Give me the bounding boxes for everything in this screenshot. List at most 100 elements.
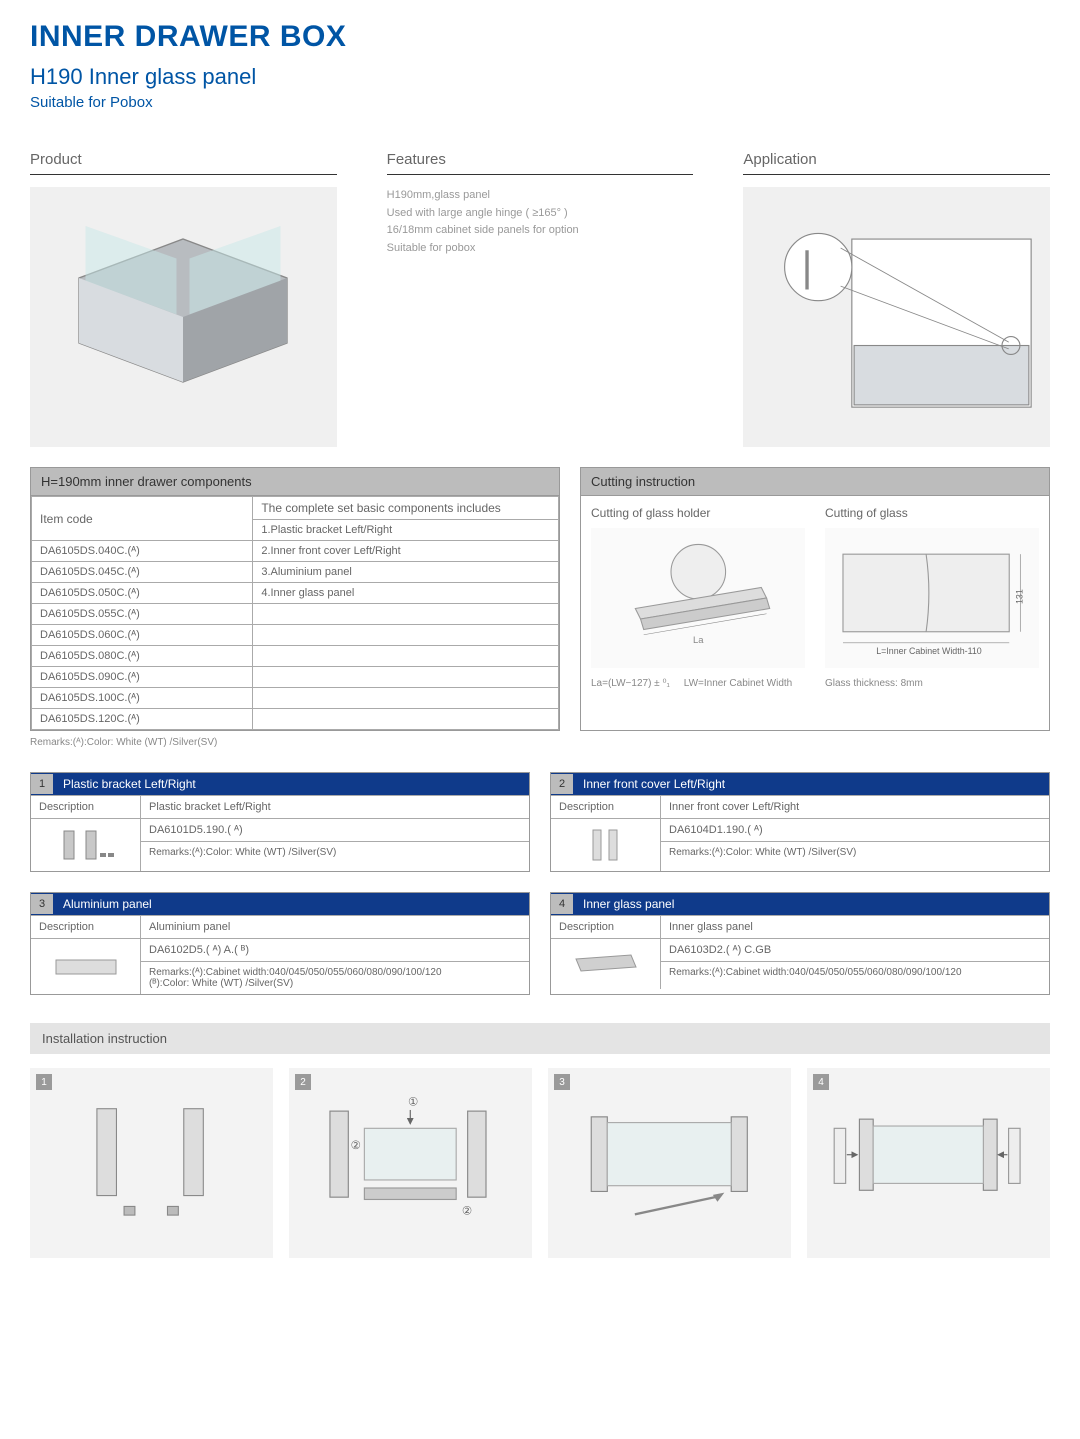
cutting-holder-label: Cutting of glass holder [591, 506, 805, 520]
cutting-panel: Cutting instruction Cutting of glass hol… [580, 467, 1050, 731]
product-image [30, 187, 337, 447]
step4-icon [825, 1082, 1032, 1244]
part-title: Aluminium panel [53, 893, 162, 915]
part-num: 3 [31, 894, 53, 914]
part-desc-label: Description [31, 796, 141, 818]
part-desc: Plastic bracket Left/Right [141, 796, 529, 818]
part-title: Plastic bracket Left/Right [53, 773, 206, 795]
code-cell: DA6105DS.055C.(ᴬ) [32, 604, 253, 625]
alu-panel-icon [51, 952, 121, 982]
application-diagram-icon [751, 194, 1042, 441]
feature-item: Used with large angle hinge ( ≥165° ) [387, 205, 694, 223]
install-row: 1 2 ① ② ② 3 [30, 1068, 1050, 1258]
include-item: 1.Plastic bracket Left/Right [253, 520, 559, 541]
part-desc-label: Description [551, 916, 661, 938]
feature-item: H190mm,glass panel [387, 187, 694, 205]
code-cell: DA6105DS.040C.(ᴬ) [32, 541, 253, 562]
part-desc: Inner front cover Left/Right [661, 796, 1049, 818]
product-col: Product [30, 151, 337, 447]
page-title: INNER DRAWER BOX [30, 20, 1050, 54]
code-cell: DA6105DS.060C.(ᴬ) [32, 625, 253, 646]
part-remarks: Remarks:(ᴬ):Color: White (WT) /Silver(SV… [661, 842, 1049, 863]
part-image [31, 939, 141, 994]
part-code: DA6101D5.190.( ᴬ) [141, 819, 529, 842]
part-desc-label: Description [31, 916, 141, 938]
step1-icon [54, 1087, 248, 1239]
code-cell: DA6105DS.050C.(ᴬ) [32, 583, 253, 604]
part-box-4: 4 Inner glass panel Description Inner gl… [550, 892, 1050, 995]
install-section: Installation instruction 1 2 ① ② ② [30, 1023, 1050, 1258]
step-num: 1 [36, 1074, 52, 1090]
glass-panel-icon [571, 949, 641, 979]
svg-text:①: ① [408, 1097, 418, 1109]
part-image [551, 819, 661, 871]
components-title: H=190mm inner drawer components [31, 468, 559, 496]
step-num: 3 [554, 1074, 570, 1090]
part-image [31, 819, 141, 871]
part-num: 2 [551, 774, 573, 794]
application-heading: Application [743, 151, 1050, 175]
cutting-title: Cutting instruction [581, 468, 1049, 496]
code-cell: DA6105DS.080C.(ᴬ) [32, 646, 253, 667]
include-item: 3.Aluminium panel [253, 562, 559, 583]
install-step-1: 1 [30, 1068, 273, 1258]
svg-text:②: ② [351, 1140, 361, 1152]
cutting-formula: La=(LW−127) ± ⁰₁ [591, 678, 670, 689]
features-list: H190mm,glass panel Used with large angle… [387, 187, 694, 257]
part-title: Inner front cover Left/Right [573, 773, 735, 795]
components-panel: H=190mm inner drawer components Item cod… [30, 467, 560, 731]
step-num: 2 [295, 1074, 311, 1090]
part-image [551, 939, 661, 989]
code-cell: DA6105DS.120C.(ᴬ) [32, 709, 253, 730]
step2-icon: ① ② ② [307, 1082, 514, 1244]
part-box-2: 2 Inner front cover Left/Right Descripti… [550, 772, 1050, 872]
components-table: Item code The complete set basic compone… [31, 496, 559, 730]
part-box-1: 1 Plastic bracket Left/Right Description… [30, 772, 530, 872]
cutting-glass-label: Cutting of glass [825, 506, 1039, 520]
cutting-holder-diagram: La [591, 528, 805, 668]
col-item-code: Item code [32, 497, 253, 541]
cutting-note-1: La=(LW−127) ± ⁰₁ LW=Inner Cabinet Width [591, 678, 805, 689]
features-col: Features H190mm,glass panel Used with la… [387, 151, 694, 447]
parts-grid: 1 Plastic bracket Left/Right Description… [30, 772, 1050, 995]
part-remarks: Remarks:(ᴬ):Cabinet width:040/045/050/05… [141, 962, 529, 994]
part-remarks: Remarks:(ᴬ):Cabinet width:040/045/050/05… [661, 962, 1049, 983]
install-title: Installation instruction [30, 1023, 1050, 1054]
application-image [743, 187, 1050, 447]
application-col: Application [743, 151, 1050, 447]
part-desc: Inner glass panel [661, 916, 1049, 938]
feature-item: 16/18mm cabinet side panels for option [387, 222, 694, 240]
cutting-note-2: Glass thickness: 8mm [825, 678, 1039, 689]
cutting-holder-col: Cutting of glass holder La La=(LW−127) ±… [591, 506, 805, 689]
code-cell: DA6105DS.090C.(ᴬ) [32, 667, 253, 688]
install-step-2: 2 ① ② ② [289, 1068, 532, 1258]
top-row: Product Features H190mm,glass panel Used… [30, 151, 1050, 447]
cover-icon [581, 825, 631, 865]
part-box-3: 3 Aluminium panel Description Aluminium … [30, 892, 530, 995]
part-title: Inner glass panel [573, 893, 684, 915]
include-item: 2.Inner front cover Left/Right [253, 541, 559, 562]
part-code: DA6104D1.190.( ᴬ) [661, 819, 1049, 842]
cutting-glass-diagram: L=Inner Cabinet Width-110 131 [825, 528, 1039, 668]
part-code: DA6103D2.( ᴬ) C.GB [661, 939, 1049, 962]
svg-text:La: La [693, 635, 704, 646]
cutting-lw-def: LW=Inner Cabinet Width [684, 678, 792, 689]
part-desc: Aluminium panel [141, 916, 529, 938]
components-remarks: Remarks:(ᴬ):Color: White (WT) /Silver(SV… [30, 737, 1050, 748]
product-heading: Product [30, 151, 337, 175]
glass-shape-icon: L=Inner Cabinet Width-110 131 [830, 532, 1033, 665]
part-num: 4 [551, 894, 573, 914]
step-num: 4 [813, 1074, 829, 1090]
saw-icon: La [602, 535, 795, 661]
part-code: DA6102D5.( ᴬ) A.( ᴮ) [141, 939, 529, 962]
part-remarks: Remarks:(ᴬ):Color: White (WT) /Silver(SV… [141, 842, 529, 863]
col-includes: The complete set basic components includ… [253, 497, 559, 520]
install-step-3: 3 [548, 1068, 791, 1258]
step3-icon [566, 1082, 773, 1244]
glass-formula-text: L=Inner Cabinet Width-110 [877, 645, 983, 655]
part-num: 1 [31, 774, 53, 794]
svg-text:②: ② [462, 1206, 472, 1218]
drawer-icon [45, 200, 321, 434]
include-item: 4.Inner glass panel [253, 583, 559, 604]
part-desc-label: Description [551, 796, 661, 818]
